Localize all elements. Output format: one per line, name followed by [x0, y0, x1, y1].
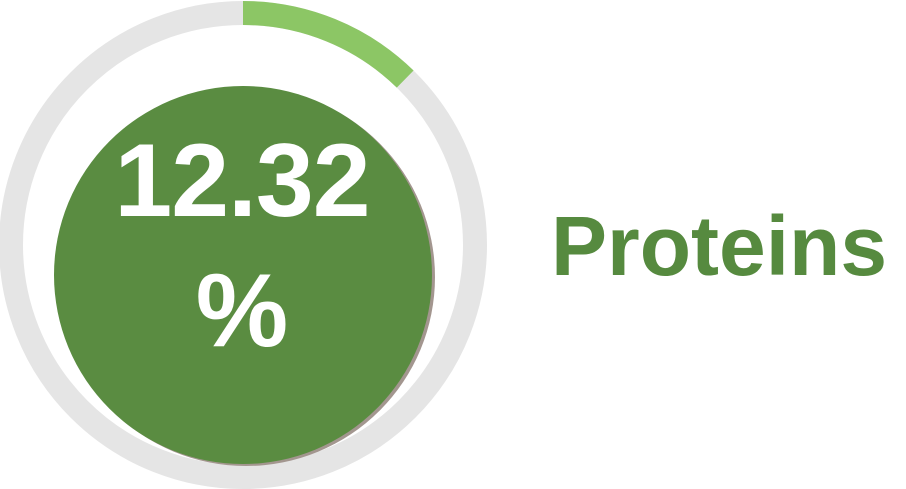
percent-unit: %	[195, 253, 289, 369]
value-display: 12.32 %	[53, 88, 431, 466]
progress-arc	[242, 1, 414, 88]
nutrient-label: Proteins	[551, 199, 888, 293]
value-disc	[54, 86, 432, 464]
percent-value: 12.32	[114, 123, 370, 239]
